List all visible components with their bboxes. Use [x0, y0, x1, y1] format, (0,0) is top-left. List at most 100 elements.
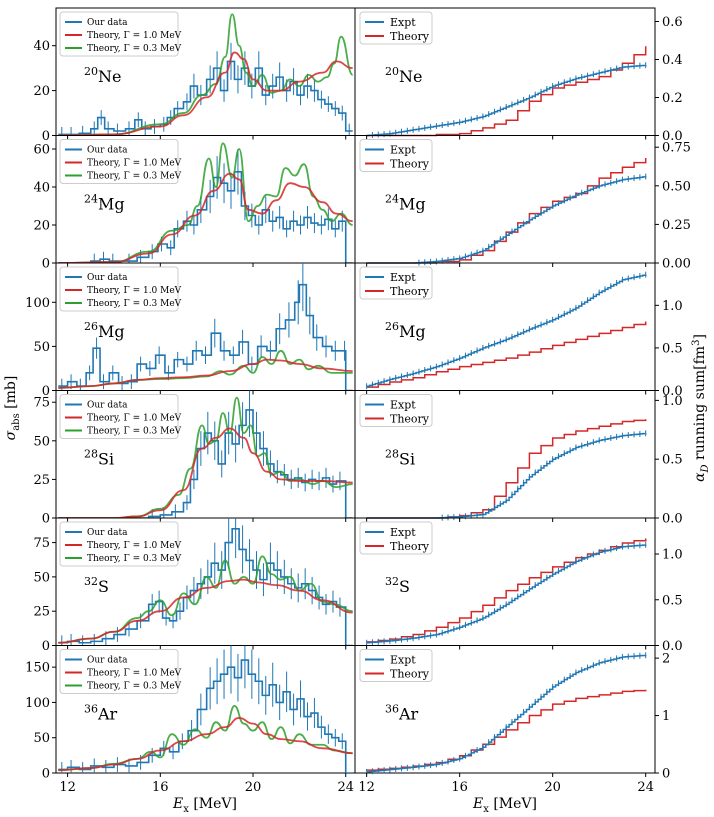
panel-row-0: 0 20 40 Our data Theory, Γ = 1.0 MeV Theory, …	[33, 7, 683, 144]
right-legend-label: Expt	[390, 16, 416, 29]
left-y-tick-label: 40	[33, 181, 50, 196]
left-legend-label: Theory, Γ = 1.0 MeV	[87, 669, 182, 679]
panels-group: 0 20 40 Our data Theory, Γ = 1.0 MeV Theory, …	[25, 7, 691, 795]
left-plot-area	[58, 13, 354, 136]
right-y-tick-label: 0.5	[662, 593, 683, 608]
left-y-tick-label: 75	[33, 536, 50, 551]
theory-wide-curve	[58, 427, 353, 518]
left-legend-box	[59, 139, 179, 184]
left-y-tick-label: 75	[33, 396, 50, 411]
theory-wide-curve	[58, 172, 353, 263]
right-nucleus-label: 24Mg	[385, 192, 426, 213]
left-nucleus-label: 26Mg	[84, 320, 125, 341]
theory-narrow-curve	[58, 13, 354, 136]
left-legend-label: Our data	[87, 146, 128, 156]
left-legend-label: Theory, Γ = 0.3 MeV	[87, 554, 182, 564]
right-x-tick-label: 12	[358, 780, 375, 795]
theory-wide-curve	[58, 578, 353, 644]
right-y-tick-label: 0.2	[662, 91, 683, 106]
right-y-tick-label: 0.0	[662, 384, 683, 399]
left-y-tick-label: 60	[33, 143, 50, 158]
left-y-tick-label: 50	[33, 731, 50, 746]
left-legend-label: Theory, Γ = 0.3 MeV	[87, 682, 182, 692]
left-nucleus-label: 36Ar	[84, 702, 118, 723]
panel-row-4: 0 25 50 75 Our data Theory, Γ = 1.0 MeV Theory…	[33, 517, 683, 654]
left-y-tick-label: 100	[25, 696, 50, 711]
left-legend-label: Our data	[87, 401, 128, 411]
left-plot-area	[58, 645, 353, 773]
left-y-tick-label: 0	[42, 639, 50, 654]
left-y-tick-label: 0	[42, 257, 50, 272]
theory-narrow-curve	[58, 396, 353, 518]
left-x-tick-label: 12	[59, 780, 76, 795]
right-legend-label: Expt	[390, 399, 416, 412]
right-nucleus-label: 32S	[385, 575, 410, 596]
theory-wide-curve	[58, 51, 353, 136]
left-nucleus-label: 32S	[84, 575, 109, 596]
panel-row-2: 0 50 100 Our data Theory, Γ = 1.0 MeV Theory,…	[25, 262, 683, 399]
theory-running-sum	[366, 321, 647, 388]
left-legend-label: Our data	[87, 18, 128, 28]
left-x-tick-label: 20	[245, 780, 262, 795]
theory-wide-curve	[58, 358, 353, 389]
left-y-tick-label: 50	[33, 434, 50, 449]
left-y-tick-label: 20	[33, 219, 50, 234]
left-y-tick-label: 25	[33, 605, 50, 620]
left-legend-box	[59, 394, 179, 439]
left-nucleus-label: 24Mg	[84, 192, 125, 213]
right-legend-label: Expt	[390, 654, 416, 667]
theory-running-sum	[366, 46, 647, 137]
panel-row-1: 0 20 40 60 Our data Theory, Γ = 1.0 MeV Theory…	[33, 135, 691, 272]
left-y-axis-title: σabs [mb]	[3, 376, 22, 441]
left-y-tick-label: 0	[42, 767, 50, 782]
x-axis-title-left: Ex [MeV]	[172, 796, 237, 815]
panel-row-3: 0 25 50 75 Our data Theory, Γ = 1.0 MeV Theory…	[33, 390, 683, 527]
left-plot-area	[58, 263, 353, 391]
expt-running-sum	[366, 432, 647, 519]
right-y-tick-label: 0.6	[662, 15, 683, 30]
left-legend-label: Theory, Γ = 1.0 MeV	[87, 159, 182, 169]
right-panel-frame	[354, 645, 656, 774]
left-legend-label: Our data	[87, 656, 128, 666]
right-y-tick-label: 0.5	[662, 341, 683, 356]
right-y-tick-label: 1.0	[662, 548, 683, 563]
left-plot-area	[58, 518, 353, 646]
left-legend-label: Theory, Γ = 0.3 MeV	[87, 172, 182, 182]
right-legend-label: Theory	[390, 540, 430, 553]
left-y-tick-label: 100	[25, 296, 50, 311]
right-x-tick-label: 24	[637, 780, 654, 795]
right-y-tick-label: 0.25	[662, 218, 691, 233]
left-legend-label: Theory, Γ = 1.0 MeV	[87, 31, 182, 41]
right-y-tick-label: 0.5	[662, 453, 683, 468]
right-nucleus-label: 28Si	[385, 447, 415, 468]
right-y-tick-label: 0.4	[662, 53, 683, 68]
right-legend-label: Theory	[390, 285, 430, 298]
right-x-tick-label: 20	[544, 780, 561, 795]
left-y-tick-label: 50	[33, 340, 50, 355]
data-step-line	[58, 60, 353, 136]
right-y-axis-title: αD running sum[fm3]	[691, 334, 711, 482]
theory-wide-curve	[58, 717, 353, 772]
right-y-tick-label: 1	[662, 709, 670, 724]
left-legend-label: Our data	[87, 528, 128, 538]
left-y-tick-label: 40	[33, 39, 50, 54]
left-legend-box	[59, 521, 179, 567]
left-y-tick-label: 0	[42, 129, 50, 144]
expt-running-sum	[366, 176, 647, 264]
right-y-tick-label: 0.0	[662, 639, 683, 654]
right-y-tick-label: 1.0	[662, 394, 683, 409]
left-y-tick-label: 25	[33, 473, 50, 488]
right-x-tick-label: 16	[451, 780, 468, 795]
right-y-tick-label: 0.50	[662, 179, 691, 194]
left-nucleus-label: 20Ne	[84, 65, 121, 86]
left-legend-box	[59, 649, 179, 694]
left-x-tick-label: 24	[337, 780, 354, 795]
right-legend-label: Expt	[390, 526, 416, 539]
left-legend-label: Theory, Γ = 0.3 MeV	[87, 44, 182, 54]
right-legend-label: Expt	[390, 144, 416, 157]
theory-narrow-curve	[58, 705, 353, 772]
right-y-tick-label: 1.0	[662, 299, 683, 314]
left-legend-label: Theory, Γ = 1.0 MeV	[87, 541, 182, 551]
